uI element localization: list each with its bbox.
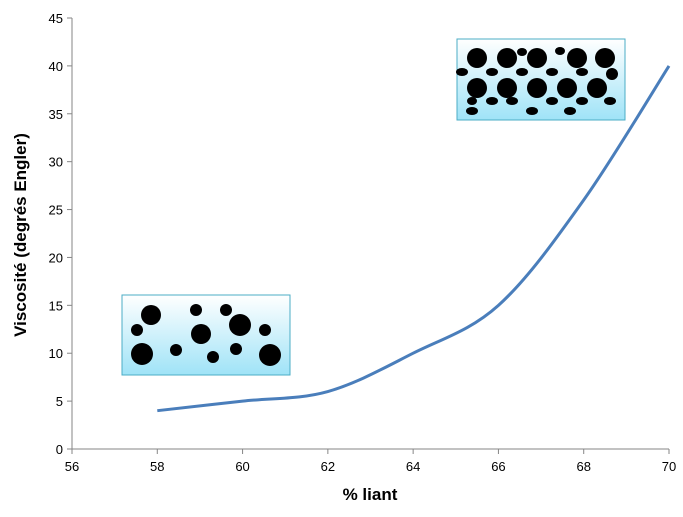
- y-tick-label: 5: [56, 394, 63, 409]
- x-tick-label: 70: [662, 459, 676, 474]
- y-tick-label: 25: [49, 203, 63, 218]
- y-tick-label: 0: [56, 442, 63, 457]
- y-tick-label: 40: [49, 59, 63, 74]
- x-tick-label: 68: [576, 459, 590, 474]
- x-tick-label: 60: [235, 459, 249, 474]
- y-tick-label: 20: [49, 250, 63, 265]
- x-tick-label: 64: [406, 459, 420, 474]
- y-tick-label: 15: [49, 298, 63, 313]
- x-tick-label: 56: [65, 459, 79, 474]
- y-tick-label: 45: [49, 11, 63, 26]
- inset-high: [456, 38, 626, 121]
- y-tick-label: 30: [49, 155, 63, 170]
- line: [157, 65, 671, 413]
- x-axis-title: % liant: [343, 485, 398, 504]
- y-tick-label: 35: [49, 107, 63, 122]
- x-tick-label: 62: [321, 459, 335, 474]
- y-tick-label: 10: [49, 346, 63, 361]
- x-tick-label: 66: [491, 459, 505, 474]
- inset-low: [121, 294, 291, 376]
- x-tick-label: 58: [150, 459, 164, 474]
- y-axis-title: Viscosité (degrés Engler): [11, 133, 30, 337]
